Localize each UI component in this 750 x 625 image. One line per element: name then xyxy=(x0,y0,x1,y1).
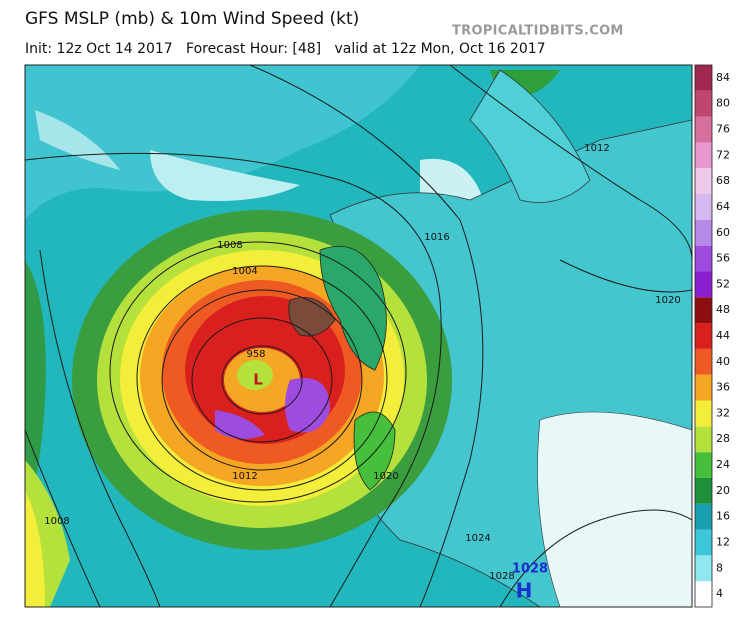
isobar-label: 1008 xyxy=(217,240,242,251)
isobar-label: 1020 xyxy=(373,471,398,482)
title: GFS MSLP (mb) & 10m Wind Speed (kt) xyxy=(25,9,359,29)
map-labels: 1008 1004 958 1012 1008 1016 1012 1020 1020 1024 1… xyxy=(44,143,680,603)
colorbar-tick-label: 68 xyxy=(716,174,730,187)
colorbar-tick-label: 84 xyxy=(716,71,730,84)
colorbar-band xyxy=(695,426,712,453)
colorbar-band xyxy=(695,477,712,504)
isobar-label: 1004 xyxy=(232,266,257,277)
colorbar-tick-label: 8 xyxy=(716,561,723,574)
isobar-label: 1024 xyxy=(465,533,490,544)
isobar-label: 1012 xyxy=(232,471,257,482)
high-pressure-label: 1028 xyxy=(512,562,548,577)
map-frame xyxy=(24,64,693,608)
isobar-label: 1020 xyxy=(655,295,680,306)
colorbar-tick-label: 60 xyxy=(716,226,730,239)
colorbar-band xyxy=(695,323,712,349)
isobar-label: 1008 xyxy=(44,516,69,527)
colorbar-band xyxy=(695,529,712,556)
colorbar-band xyxy=(695,142,712,169)
isobar-label: 1016 xyxy=(424,232,449,243)
colorbar-band xyxy=(695,168,712,195)
colorbar-tick-label: 24 xyxy=(716,458,730,471)
colorbar-tick-label: 72 xyxy=(716,148,730,161)
isobar-label: 958 xyxy=(246,349,265,360)
colorbar-tick-label: 64 xyxy=(716,200,730,213)
colorbar-tick-label: 28 xyxy=(716,432,730,445)
colorbar-tick-label: 32 xyxy=(716,406,730,419)
colorbar-band xyxy=(695,555,712,582)
colorbar-band xyxy=(695,271,712,298)
colorbar-band xyxy=(695,245,712,272)
map xyxy=(25,65,692,607)
colorbar-tick-label: 56 xyxy=(716,252,730,265)
colorbar-tick-label: 44 xyxy=(716,329,730,342)
colorbar-band xyxy=(695,194,712,220)
colorbar-tick-label: 40 xyxy=(716,355,730,368)
colorbar-band xyxy=(695,65,712,91)
colorbar-tick-label: 80 xyxy=(716,97,730,110)
colorbar-band xyxy=(695,452,712,478)
colorbar-band xyxy=(695,348,712,375)
low-marker: L xyxy=(253,371,263,389)
colorbar-tick-label: 48 xyxy=(716,303,730,316)
colorbar-band xyxy=(695,90,712,117)
colorbar-tick-label: 36 xyxy=(716,381,730,394)
colorbar-frame xyxy=(694,64,713,608)
isobar-label: 1012 xyxy=(584,143,609,154)
colorbar-band xyxy=(695,374,712,401)
colorbar-tick-label: 52 xyxy=(716,277,730,290)
colorbar-tick-label: 4 xyxy=(716,587,723,600)
colorbar-band xyxy=(695,400,712,427)
colorbar-tick-label: 12 xyxy=(716,535,730,548)
colorbar-band xyxy=(695,219,712,246)
colorbar-band xyxy=(695,503,712,530)
colorbar-band xyxy=(695,297,712,324)
colorbar-tick-label: 76 xyxy=(716,123,730,136)
colorbar-band xyxy=(695,581,712,607)
colorbar-tick-label: 16 xyxy=(716,510,730,523)
colorbar-tick-label: 20 xyxy=(716,484,730,497)
high-marker: H xyxy=(516,579,533,603)
colorbar-band xyxy=(695,116,712,143)
subtitle: Init: 12z Oct 14 2017 Forecast Hour: [48… xyxy=(25,41,546,57)
isobar-label: 1028 xyxy=(489,571,514,582)
watermark: TROPICALTIDBITS.COM xyxy=(452,24,624,39)
